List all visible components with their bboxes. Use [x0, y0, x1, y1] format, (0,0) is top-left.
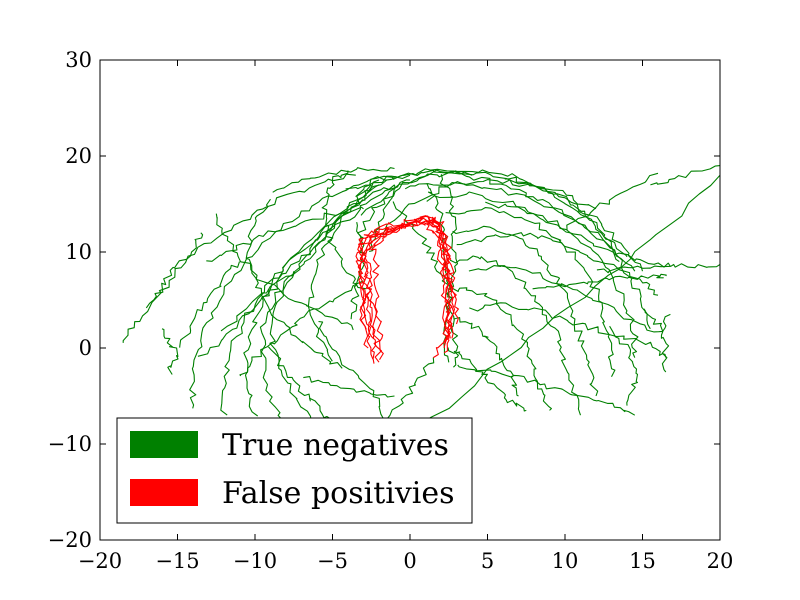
- trajectory-line: [161, 328, 179, 375]
- trajectory-line: [447, 347, 527, 412]
- x-tick-label: −5: [317, 549, 348, 573]
- trajectory-line: [439, 174, 459, 363]
- trajectory-line: [429, 174, 720, 419]
- y-tick-label: 0: [79, 336, 92, 360]
- trajectory-line: [445, 207, 616, 378]
- trajectory-line: [504, 176, 597, 210]
- trajectory-line: [392, 201, 451, 291]
- series-1: [355, 215, 459, 364]
- trajectory-line: [189, 174, 411, 409]
- legend-swatch-false-positivies: [130, 479, 198, 506]
- trajectory-line: [426, 182, 459, 368]
- trajectory-line: [468, 265, 671, 333]
- trajectory-line: [381, 179, 644, 272]
- trajectory-line: [426, 191, 639, 358]
- legend-label-false-positivies: False positivies: [222, 476, 455, 511]
- x-tick-labels: −20 −15 −10 −5 0 5 10 15 20: [78, 549, 734, 573]
- trajectory-line: [485, 201, 671, 268]
- x-tick-label: 15: [629, 549, 656, 573]
- trajectory-line: [267, 346, 333, 421]
- x-tick-label: 10: [552, 549, 579, 573]
- trajectory-line: [345, 169, 473, 190]
- trajectory-line: [451, 287, 552, 411]
- trajectory-line: [220, 179, 411, 332]
- trajectory-line: [197, 271, 295, 357]
- trajectory-line: [272, 167, 395, 193]
- trajectory-line: [609, 325, 639, 406]
- trajectory-line: [145, 232, 204, 309]
- y-tick-label: 20: [65, 144, 92, 168]
- trajectory-line: [239, 280, 364, 377]
- trajectory-line: [643, 308, 670, 373]
- trajectory-line: [449, 255, 582, 416]
- trajectory-line: [318, 320, 388, 425]
- trajectory-line: [456, 232, 659, 296]
- trajectory-line: [122, 173, 356, 343]
- plot-frame: [99, 59, 721, 541]
- trajectory-line: [321, 170, 367, 290]
- trajectory-line: [452, 225, 599, 397]
- trajectory-line: [357, 222, 449, 360]
- x-tick-label: 20: [707, 549, 734, 573]
- trajectory-line: [243, 179, 388, 417]
- trajectory-line: [362, 215, 453, 359]
- trajectory-line: [386, 357, 435, 422]
- trajectory-line: [650, 165, 720, 186]
- legend: True negatives False positivies: [116, 417, 473, 524]
- trajectory-line: [457, 364, 636, 416]
- trajectory-line: [206, 206, 364, 262]
- trajectory-line: [469, 302, 667, 358]
- series-layer: [122, 165, 720, 447]
- trajectory-line: [532, 273, 667, 290]
- trajectory-line: [307, 179, 380, 362]
- legend-swatch-true-negatives: [130, 431, 198, 458]
- trajectory-line: [596, 263, 720, 274]
- y-tick-label: −20: [48, 528, 92, 552]
- legend-label-true-negatives: True negatives: [222, 428, 449, 463]
- trajectory-line: [245, 198, 343, 369]
- y-tick-label: 10: [65, 240, 92, 264]
- y-tick-label: −10: [48, 432, 92, 456]
- trajectory-line: [303, 376, 395, 398]
- series-0: [122, 165, 720, 447]
- y-tick-labels: −20 −10 0 10 20 30: [48, 48, 92, 552]
- x-tick-label: 5: [481, 549, 494, 573]
- x-tick-label: −20: [78, 549, 122, 573]
- trajectory-line: [453, 316, 519, 397]
- x-tick-label: −15: [155, 549, 199, 573]
- y-tick-label: 30: [65, 48, 92, 72]
- trajectory-line: [179, 261, 241, 348]
- trajectory-line: [566, 172, 659, 231]
- x-tick-label: −10: [233, 549, 277, 573]
- trajectory-line: [369, 184, 396, 253]
- trajectory-line: [215, 213, 354, 331]
- x-tick-label: 0: [403, 549, 416, 573]
- trajectory-line: [370, 219, 455, 360]
- trajectory-line: [360, 169, 620, 263]
